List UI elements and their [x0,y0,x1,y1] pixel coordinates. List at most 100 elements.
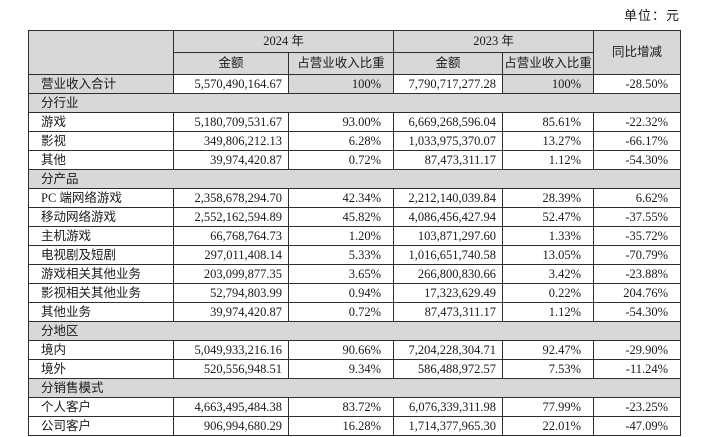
data-row: 游戏相关其他业务 203,099,877.35 3.65% 266,800,830.6… [28,264,682,284]
amount-2024-cell: 297,011,408.14 [173,245,289,265]
amount-2023-cell: 266,800,830.66 [393,264,504,284]
total-ratio-2024-cell: 100% [287,74,395,94]
ratio-2024-cell: 9.34% [287,359,395,379]
ratio-2023-header: 占营业收入比重 [502,52,595,75]
ratio-2024-cell: 1.20% [287,226,395,246]
corner-cell [28,30,174,75]
section-header-row: 分地区 [27,321,682,341]
section-header-row: 分行业 [27,93,682,113]
amount-2024-cell: 2,552,162,594.89 [173,207,289,227]
ratio-2023-cell: 13.27% [502,131,595,151]
section-title: 分地区 [27,321,682,341]
yoy-cell: -54.30% [593,302,682,322]
amount-2024-cell: 4,663,495,484.38 [173,397,289,417]
label-cell: 境外 [28,359,174,379]
ratio-2024-header: 占营业收入比重 [287,52,395,75]
amount-2023-cell: 1,016,651,740.58 [393,245,504,265]
amount-2024-cell: 66,768,764.73 [173,226,289,246]
amount-2023-cell: 1,714,377,965.30 [393,416,504,436]
table-header: 2024 年 2023 年 同比增减 金额 占营业收入比重 金额 占营业收入比重 [28,30,682,75]
yoy-cell: -11.24% [593,359,682,379]
amount-2024-cell: 52,794,803.99 [173,283,289,303]
ratio-2024-cell: 45.82% [287,207,395,227]
ratio-2023-cell: 7.53% [502,359,595,379]
ratio-2024-cell: 93.00% [287,112,395,132]
ratio-2023-cell: 52.47% [502,207,595,227]
yoy-cell: -23.88% [593,264,682,284]
ratio-2024-cell: 16.28% [287,416,395,436]
ratio-2023-cell: 1.12% [502,302,595,322]
label-cell: 个人客户 [28,397,174,417]
total-amount-2024-cell: 5,570,490,164.67 [173,74,289,94]
ratio-2023-cell: 77.99% [502,397,595,417]
amount-2023-cell: 586,488,972.57 [393,359,504,379]
amount-2023-cell: 7,204,228,304.71 [393,340,504,360]
header-row-measures: 金额 占营业收入比重 金额 占营业收入比重 [29,52,681,75]
ratio-2024-cell: 5.33% [287,245,395,265]
label-cell: 其他 [28,150,174,170]
ratio-2024-cell: 6.28% [287,131,395,151]
amount-2023-cell: 17,323,629.49 [393,283,504,303]
ratio-2023-cell: 1.33% [502,226,595,246]
data-row: 电视剧及短剧 297,011,408.14 5.33% 1,016,651,740.5… [28,245,682,265]
ratio-2023-cell: 0.22% [502,283,595,303]
label-cell: 主机游戏 [28,226,174,246]
amount-2024-header: 金额 [173,52,289,75]
data-row: 境外 520,556,948.51 9.34% 586,488,972.57 7.53%… [28,359,682,379]
yoy-cell: -47.09% [593,416,682,436]
ratio-2024-cell: 0.72% [287,150,395,170]
yoy-cell: -29.90% [593,340,682,360]
label-cell: 其他业务 [28,302,174,322]
ratio-2023-cell: 3.42% [502,264,595,284]
data-row: 其他业务 39,974,420.87 0.72% 87,473,311.17 1.12%… [28,302,682,322]
amount-2023-cell: 6,669,268,596.04 [393,112,504,132]
amount-2024-cell: 203,099,877.35 [173,264,289,284]
data-row: 其他 39,974,420.87 0.72% 87,473,311.17 1.12% -5… [28,150,682,170]
ratio-2023-cell: 28.39% [502,188,595,208]
ratio-2024-cell: 90.66% [287,340,395,360]
revenue-breakdown-table: 2024 年 2023 年 同比增减 金额 占营业收入比重 金额 占营业收入比重… [27,30,682,436]
section-title: 分行业 [27,93,682,113]
ratio-2023-cell: 85.61% [502,112,595,132]
label-cell: 游戏 [28,112,174,132]
table-body: 营业收入合计 5,570,490,164.67 100% 7,790,717,277.… [27,74,682,436]
yoy-change-header: 同比增减 [593,30,682,75]
amount-2023-cell: 6,076,339,311.98 [393,397,504,417]
amount-2024-cell: 39,974,420.87 [173,302,289,322]
label-cell: 影视相关其他业务 [28,283,174,303]
label-cell: 移动网络游戏 [28,207,174,227]
total-label-cell: 营业收入合计 [28,74,174,94]
data-row: 移动网络游戏 2,552,162,594.89 45.82% 4,086,456,42… [28,207,682,227]
total-ratio-2023-cell: 100% [502,74,595,94]
label-cell: 游戏相关其他业务 [28,264,174,284]
section-header-row: 分销售模式 [27,378,682,398]
total-revenue-row: 营业收入合计 5,570,490,164.67 100% 7,790,717,277.… [28,74,682,94]
year-2024-header: 2024 年 [172,30,395,53]
yoy-cell: -35.72% [593,226,682,246]
ratio-2023-cell: 92.47% [502,340,595,360]
section-header-row: 分产品 [27,169,682,189]
yoy-cell: -54.30% [593,150,682,170]
ratio-2023-cell: 13.05% [502,245,595,265]
amount-2023-header: 金额 [393,52,504,75]
amount-2023-cell: 2,212,140,039.84 [393,188,504,208]
ratio-2024-cell: 83.72% [287,397,395,417]
amount-2024-cell: 2,358,678,294.70 [173,188,289,208]
ratio-2023-cell: 1.12% [502,150,595,170]
amount-2024-cell: 39,974,420.87 [173,150,289,170]
total-amount-2023-cell: 7,790,717,277.28 [393,74,504,94]
section-title: 分产品 [27,169,682,189]
year-2023-header: 2023 年 [393,30,595,53]
data-row: 境内 5,049,933,216.16 90.66% 7,204,228,304.71… [28,340,682,360]
yoy-cell: -66.17% [593,131,682,151]
amount-2023-cell: 87,473,311.17 [393,302,504,322]
data-row: PC 端网络游戏 2,358,678,294.70 42.34% 2,212,140,… [28,188,682,208]
ratio-2024-cell: 0.94% [287,283,395,303]
data-row: 影视 349,806,212.13 6.28% 1,033,975,370.07 13.… [28,131,682,151]
amount-2024-cell: 906,994,680.29 [173,416,289,436]
amount-2023-cell: 1,033,975,370.07 [393,131,504,151]
data-row: 游戏 5,180,709,531.67 93.00% 6,669,268,596.04… [28,112,682,132]
label-cell: PC 端网络游戏 [28,188,174,208]
total-yoy-cell: -28.50% [593,74,682,94]
